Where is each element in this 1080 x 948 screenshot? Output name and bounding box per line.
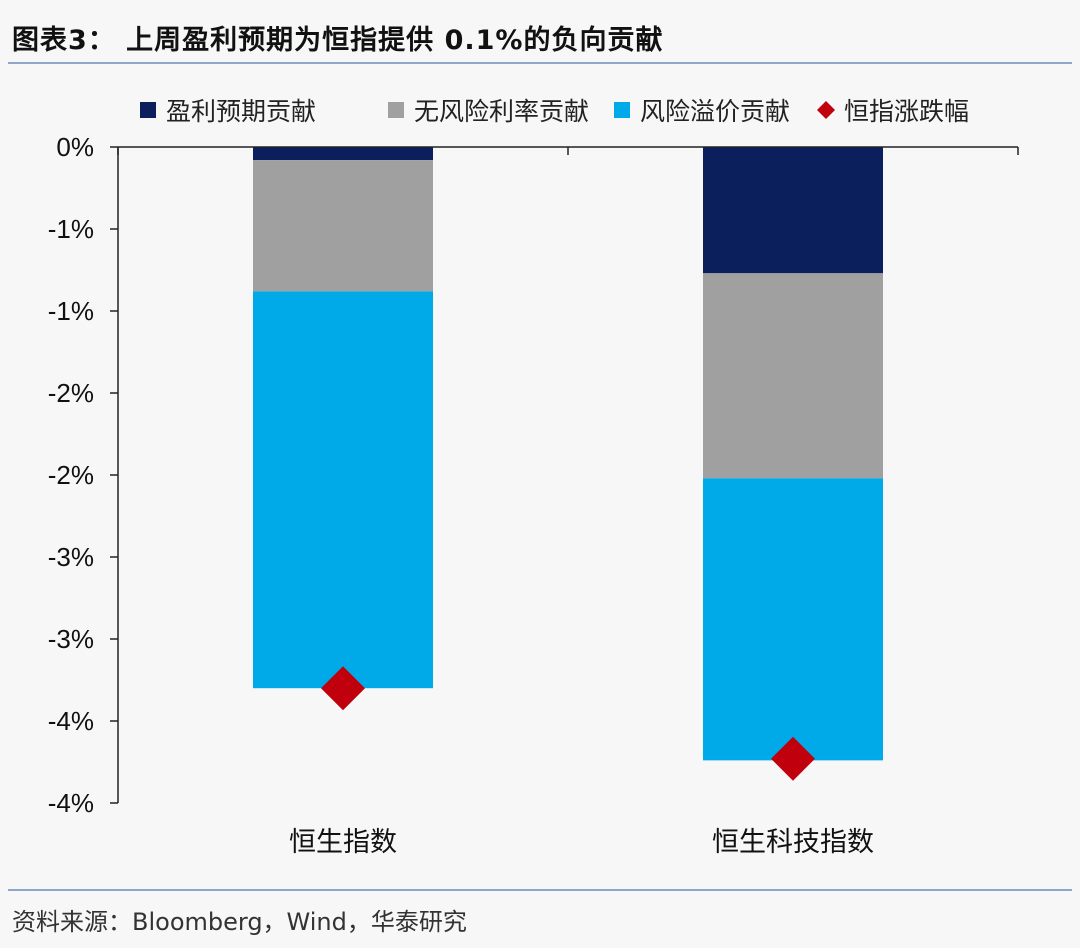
legend-swatch [388, 102, 404, 118]
index-change-marker [771, 736, 815, 781]
legend-swatch [614, 102, 630, 118]
y-tick-label: -4% [48, 706, 94, 736]
y-tick-label: -4% [48, 788, 94, 818]
bar-segment [703, 478, 883, 761]
category-labels: 恒生指数 恒生科技指数 [289, 827, 874, 858]
markers [321, 666, 815, 781]
y-tick-label: -3% [48, 624, 94, 654]
bar-segment [703, 273, 883, 479]
chart-title: 图表3： 上周盈利预期为恒指提供 0.1%的负向贡献 [12, 25, 664, 56]
source-note: 资料来源：Bloomberg，Wind，华泰研究 [12, 908, 467, 936]
bars [253, 147, 883, 761]
legend-label: 无风险利率贡献 [414, 97, 589, 126]
bar-segment [253, 291, 433, 689]
top-divider [8, 62, 1072, 64]
legend-swatch [817, 101, 835, 119]
axes: 0% -1% -1% -2% -2% -3% -3% -4% -4% [48, 132, 1019, 818]
category-label: 恒生科技指数 [712, 827, 874, 858]
category-label: 恒生指数 [289, 827, 397, 858]
legend: 盈利预期贡献 无风险利率贡献 风险溢价贡献 恒指涨跌幅 [140, 97, 969, 126]
y-tick-label: 0% [56, 132, 94, 162]
y-tick-label: -2% [48, 460, 94, 490]
bar-segment [253, 160, 433, 292]
legend-label: 盈利预期贡献 [166, 97, 316, 126]
legend-label: 恒指涨跌幅 [844, 97, 969, 126]
legend-label: 风险溢价贡献 [640, 97, 790, 126]
chart-area: 盈利预期贡献 无风险利率贡献 风险溢价贡献 恒指涨跌幅 0% -1% -1% -2% -2% -… [48, 97, 1019, 858]
y-tick-label: -1% [48, 296, 94, 326]
bar-segment [703, 147, 883, 274]
y-tick-label: -3% [48, 542, 94, 572]
index-change-marker [321, 666, 365, 711]
y-tick-label: -1% [48, 214, 94, 244]
legend-swatch [140, 102, 156, 118]
bar-segment [253, 147, 433, 161]
y-tick-label: -2% [48, 378, 94, 408]
bottom-divider [8, 889, 1072, 891]
